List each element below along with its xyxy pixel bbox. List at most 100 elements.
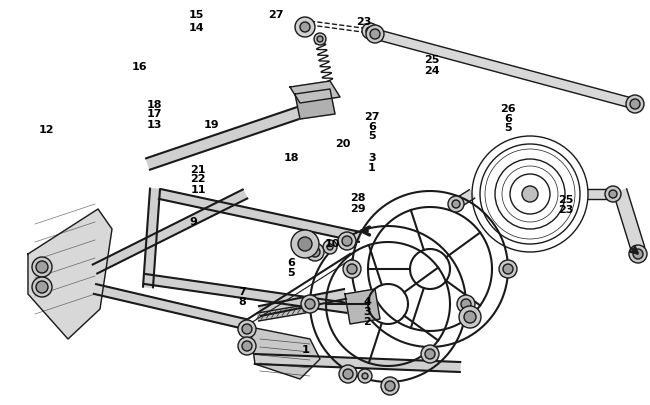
Circle shape: [499, 260, 517, 278]
Circle shape: [347, 264, 357, 274]
Circle shape: [301, 295, 319, 313]
Circle shape: [306, 243, 324, 261]
Circle shape: [421, 345, 439, 363]
Circle shape: [452, 200, 460, 209]
Circle shape: [358, 369, 372, 383]
Circle shape: [310, 247, 320, 257]
Text: 2: 2: [363, 316, 371, 326]
Circle shape: [626, 96, 644, 114]
Polygon shape: [93, 190, 247, 274]
Circle shape: [385, 381, 395, 391]
Text: 14: 14: [188, 23, 204, 32]
Text: 26: 26: [500, 104, 516, 113]
Text: 3: 3: [363, 306, 371, 316]
Text: 16: 16: [132, 62, 148, 72]
Text: 11: 11: [190, 185, 206, 194]
Text: 8: 8: [238, 297, 246, 307]
Polygon shape: [159, 190, 361, 242]
Circle shape: [317, 37, 323, 43]
Circle shape: [629, 245, 647, 263]
Circle shape: [314, 34, 326, 46]
Polygon shape: [290, 82, 340, 104]
Text: 4: 4: [363, 297, 371, 307]
Text: 10: 10: [325, 239, 341, 249]
Text: 27: 27: [268, 11, 284, 20]
Circle shape: [298, 237, 312, 252]
Circle shape: [305, 299, 315, 309]
Circle shape: [609, 190, 617, 198]
Circle shape: [300, 23, 310, 33]
Circle shape: [36, 261, 48, 273]
Circle shape: [522, 187, 538, 202]
Circle shape: [461, 299, 471, 309]
Circle shape: [32, 257, 52, 277]
Text: 23: 23: [356, 17, 372, 27]
Polygon shape: [453, 190, 474, 209]
Circle shape: [362, 24, 378, 40]
Text: 28: 28: [350, 193, 365, 202]
Polygon shape: [146, 104, 312, 170]
Circle shape: [362, 373, 368, 379]
Circle shape: [238, 320, 256, 338]
Text: 13: 13: [147, 120, 162, 130]
Text: 18: 18: [147, 100, 162, 109]
Text: 15: 15: [188, 11, 204, 20]
Polygon shape: [28, 209, 112, 339]
Circle shape: [323, 241, 337, 254]
Circle shape: [425, 349, 435, 359]
Circle shape: [339, 365, 357, 383]
Circle shape: [381, 377, 399, 395]
Text: 19: 19: [203, 120, 219, 130]
Text: 21: 21: [190, 164, 206, 174]
Polygon shape: [144, 274, 356, 314]
Circle shape: [338, 232, 356, 250]
Text: 3: 3: [368, 152, 376, 162]
Text: 1: 1: [302, 344, 309, 354]
Text: 5: 5: [287, 267, 295, 277]
Circle shape: [605, 187, 621, 202]
Circle shape: [366, 28, 374, 36]
Text: 24: 24: [424, 66, 440, 76]
Polygon shape: [259, 290, 346, 316]
Text: 17: 17: [147, 109, 162, 119]
Polygon shape: [257, 305, 306, 321]
Circle shape: [291, 230, 319, 258]
Text: 7: 7: [238, 286, 246, 296]
Polygon shape: [374, 30, 636, 110]
Text: 22: 22: [190, 174, 206, 184]
Circle shape: [242, 341, 252, 351]
Text: 12: 12: [39, 125, 55, 134]
Circle shape: [503, 264, 513, 274]
Circle shape: [457, 295, 475, 313]
Polygon shape: [295, 90, 335, 120]
Circle shape: [366, 26, 384, 44]
Polygon shape: [588, 190, 610, 200]
Text: 27: 27: [364, 112, 380, 122]
Text: 18: 18: [283, 152, 299, 162]
Text: 6: 6: [287, 258, 295, 267]
Circle shape: [370, 30, 380, 40]
Text: 25: 25: [558, 194, 573, 204]
Text: 5: 5: [504, 123, 512, 133]
Text: 9: 9: [190, 217, 198, 227]
Circle shape: [36, 281, 48, 293]
Polygon shape: [345, 289, 380, 324]
Circle shape: [342, 237, 352, 246]
Circle shape: [295, 18, 315, 38]
Circle shape: [343, 260, 361, 278]
Circle shape: [633, 249, 643, 259]
Text: 6: 6: [504, 113, 512, 123]
Polygon shape: [250, 327, 320, 379]
Text: 6: 6: [368, 122, 376, 131]
Text: 20: 20: [335, 139, 350, 149]
Text: 1: 1: [368, 163, 376, 173]
Polygon shape: [255, 354, 460, 372]
Text: 23: 23: [558, 205, 573, 215]
Circle shape: [464, 311, 476, 323]
Text: 29: 29: [350, 204, 365, 213]
Circle shape: [459, 306, 481, 328]
Circle shape: [242, 324, 252, 334]
Polygon shape: [614, 190, 645, 252]
Circle shape: [327, 244, 333, 250]
Polygon shape: [143, 189, 160, 288]
